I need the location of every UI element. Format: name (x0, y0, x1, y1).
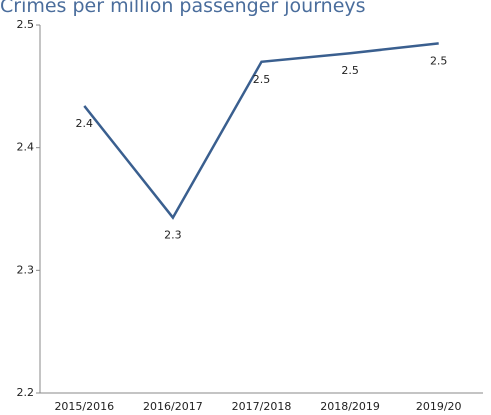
line (83, 42, 439, 220)
y-tick-label: 2.5 (17, 18, 35, 31)
x-tick-label: 2019/20 (416, 400, 462, 413)
data-label: 2.5 (341, 64, 359, 77)
x-tick-label: 2017/2018 (232, 400, 292, 413)
data-label: 2.5 (430, 54, 448, 67)
x-tick-label: 2015/2016 (54, 400, 114, 413)
data-label: 2.3 (164, 229, 182, 242)
y-tick-label: 2.3 (17, 263, 35, 276)
y-tick-label: 2.4 (17, 141, 35, 154)
x-tick-label: 2018/2019 (320, 400, 380, 413)
chart-title: Crimes per million passenger journeys (0, 0, 366, 17)
y-tick-label: 2.2 (17, 386, 35, 399)
data-label: 2.4 (76, 117, 94, 130)
data-label: 2.5 (253, 73, 271, 86)
x-tick-label: 2016/2017 (143, 400, 203, 413)
